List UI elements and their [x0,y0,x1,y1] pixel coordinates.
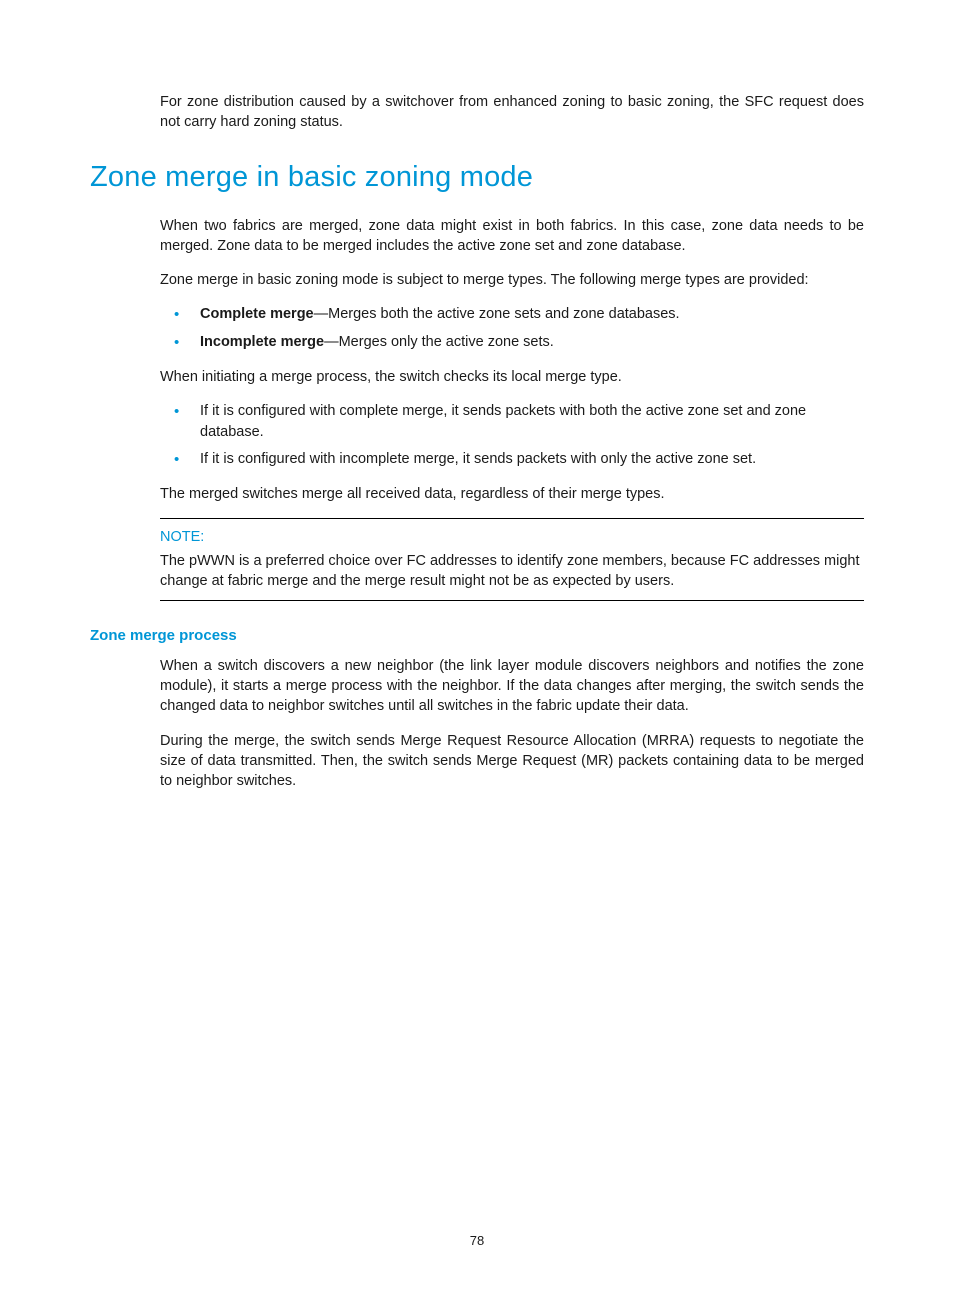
list-item: Complete merge—Merges both the active zo… [160,304,864,325]
term-desc: —Merges both the active zone sets and zo… [314,306,680,322]
config-list: If it is configured with complete merge,… [160,401,864,470]
note-box: NOTE: The pWWN is a preferred choice ove… [160,518,864,601]
page-number: 78 [0,1233,954,1248]
paragraph: When a switch discovers a new neighbor (… [160,656,864,717]
paragraph: Zone merge in basic zoning mode is subje… [160,270,864,290]
term-desc: —Merges only the active zone sets. [324,334,554,350]
term: Incomplete merge [200,334,324,350]
merge-types-list: Complete merge—Merges both the active zo… [160,304,864,352]
note-label: NOTE: [160,529,864,545]
list-item: If it is configured with incomplete merg… [160,449,864,470]
heading-zone-merge-basic: Zone merge in basic zoning mode [90,161,864,194]
document-page: For zone distribution caused by a switch… [0,0,954,792]
paragraph: When two fabrics are merged, zone data m… [160,216,864,257]
heading-zone-merge-process: Zone merge process [90,627,864,644]
list-item: If it is configured with complete merge,… [160,401,864,443]
paragraph: During the merge, the switch sends Merge… [160,731,864,792]
note-text: The pWWN is a preferred choice over FC a… [160,551,864,592]
paragraph: When initiating a merge process, the swi… [160,367,864,387]
section-body-2: When a switch discovers a new neighbor (… [160,656,864,792]
term: Complete merge [200,306,314,322]
paragraph: The merged switches merge all received d… [160,484,864,504]
section-body: When two fabrics are merged, zone data m… [160,216,864,505]
intro-paragraph: For zone distribution caused by a switch… [160,92,864,133]
list-item: Incomplete merge—Merges only the active … [160,332,864,353]
